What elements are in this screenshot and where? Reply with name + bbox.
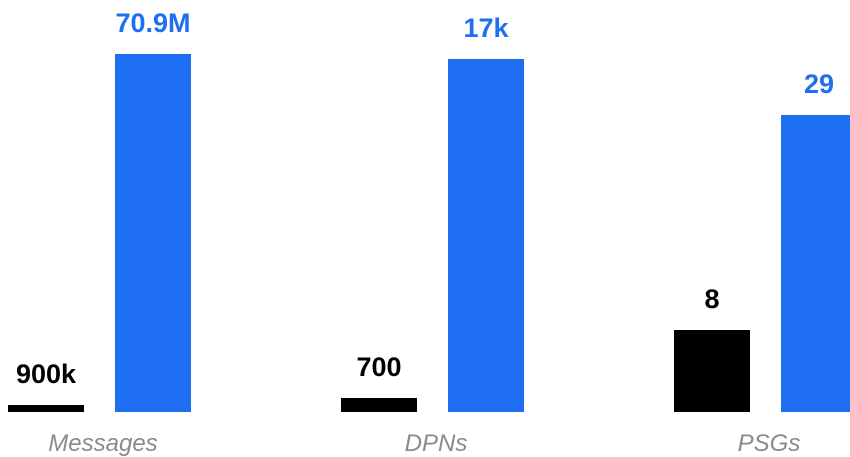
- category-label-dpns: DPNs: [405, 430, 468, 457]
- category-label-messages: Messages: [48, 430, 157, 457]
- bar-psgs-series-1: [674, 330, 750, 412]
- bar-dpns-series-2: [448, 59, 524, 412]
- data-label-psgs-series-2: 29: [804, 69, 834, 99]
- bar-psgs-series-2: [781, 115, 850, 412]
- bar-messages-series-2: [115, 54, 191, 412]
- bar-messages-series-1: [8, 405, 84, 412]
- data-label-messages-series-2: 70.9M: [115, 8, 190, 38]
- data-label-dpns-series-2: 17k: [463, 13, 509, 43]
- data-label-messages-series-1: 900k: [16, 359, 77, 389]
- data-label-psgs-series-1: 8: [704, 284, 719, 314]
- data-label-dpns-series-1: 700: [356, 352, 401, 382]
- bar-dpns-series-1: [341, 398, 417, 412]
- category-label-psgs: PSGs: [738, 430, 801, 457]
